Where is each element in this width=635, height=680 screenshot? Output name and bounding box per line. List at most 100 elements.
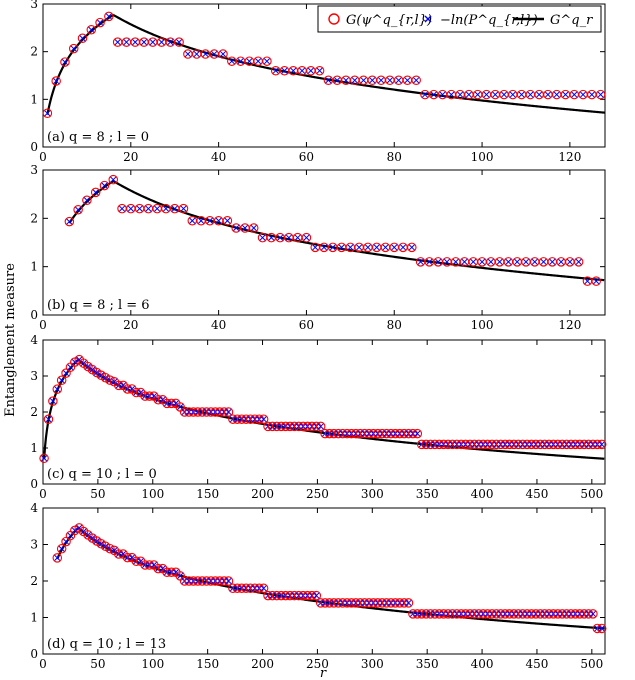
cross-marker <box>176 39 183 46</box>
circle-marker <box>315 421 326 432</box>
cross-marker <box>228 58 235 65</box>
circle-marker <box>99 180 110 191</box>
cross-marker <box>89 366 96 373</box>
panel-label: (c) q = 10 ; l = 0 <box>47 467 157 482</box>
y-tick-label: 3 <box>30 538 38 552</box>
cross-marker <box>76 524 83 531</box>
circle-marker <box>52 553 63 563</box>
legend-label: G^q_r <box>550 13 593 28</box>
cross-marker <box>58 377 65 384</box>
x-tick-label: 50 <box>90 487 105 501</box>
cross-marker <box>92 189 99 196</box>
x-tick-label: 40 <box>211 150 226 164</box>
cross-marker <box>496 258 503 265</box>
cross-marker <box>422 91 428 98</box>
cross-marker <box>373 244 380 251</box>
cross-marker <box>225 409 232 415</box>
cross-marker <box>58 545 65 552</box>
cross-marker <box>589 610 596 617</box>
cross-marker <box>268 234 275 241</box>
axes-frame <box>42 169 606 316</box>
cross-marker <box>391 244 398 251</box>
x-tick-label: 0 <box>39 318 47 332</box>
cross-marker <box>180 205 187 212</box>
x-tick-label: 60 <box>299 150 314 164</box>
cross-marker <box>426 258 433 265</box>
cross-marker <box>448 91 455 98</box>
cross-marker <box>189 217 196 224</box>
x-tick-label: 100 <box>471 150 494 164</box>
circle-marker <box>223 407 234 417</box>
cross-marker <box>98 372 105 379</box>
circle-marker <box>218 49 228 59</box>
circle-marker <box>105 375 115 385</box>
circle-marker <box>573 257 584 267</box>
cross-marker <box>443 258 450 265</box>
circle-marker <box>48 396 58 406</box>
cross-marker <box>562 91 569 98</box>
cross-marker <box>63 538 70 545</box>
cross-marker <box>114 39 121 46</box>
cross-marker <box>509 91 516 98</box>
circle-marker <box>73 204 83 215</box>
cross-marker <box>172 569 179 576</box>
cross-marker <box>255 58 262 65</box>
cross-marker <box>233 225 240 231</box>
cross-marker <box>356 244 363 251</box>
cross-marker <box>334 77 341 84</box>
cross-marker <box>141 39 147 46</box>
circle-marker <box>60 57 70 67</box>
legend: G(ψ^q_{r,l}) −ln(P^q_{r,l}) G^q_r <box>317 5 602 33</box>
cross-marker <box>137 389 144 396</box>
x-axis-label: r <box>320 666 327 680</box>
cross-marker <box>172 400 179 407</box>
y-tick-label: 3 <box>30 369 38 383</box>
cross-marker <box>405 599 412 606</box>
theory-curve-line <box>43 358 605 460</box>
circle-marker <box>56 544 67 554</box>
x-tick-label: 0 <box>39 150 47 164</box>
y-tick-label: 2 <box>30 45 38 59</box>
circle-marker <box>403 598 414 608</box>
cross-marker <box>224 217 231 224</box>
cross-marker <box>71 359 78 366</box>
cross-marker <box>523 258 529 265</box>
cross-marker <box>342 77 349 84</box>
panel-label: (d) q = 10 ; l = 13 <box>47 637 166 652</box>
cross-marker <box>225 578 232 584</box>
cross-marker <box>303 234 310 241</box>
cross-marker <box>338 244 345 251</box>
y-tick-label: 1 <box>30 260 38 274</box>
panel-a: 0 20 40 60 80 100 120 0 1 2 3 (a) q = 8 ; l = 0 <box>30 0 606 164</box>
panel-c: 0 50 100 150 200 250 300 350 400 450 500 0 1 2 3 4 (c) q… <box>30 333 607 501</box>
cross-marker <box>93 538 100 544</box>
cross-marker <box>584 278 591 285</box>
x-tick-label: 500 <box>580 657 603 671</box>
cross-marker <box>465 91 472 98</box>
cross-marker <box>386 77 393 84</box>
cross-marker <box>413 77 420 84</box>
cross-marker <box>171 205 178 212</box>
x-tick-label: 300 <box>361 657 384 671</box>
circle-marker <box>249 223 259 233</box>
cross-marker <box>119 205 125 212</box>
y-tick-label: 4 <box>30 333 38 347</box>
cross-marker <box>470 258 477 265</box>
x-tick-label: 40 <box>211 318 226 332</box>
cross-marker <box>378 77 385 84</box>
cross-marker <box>101 182 108 189</box>
y-tick-label: 2 <box>30 211 38 225</box>
cross-marker <box>49 398 56 405</box>
cross-marker <box>198 217 205 224</box>
cross-marker <box>263 58 270 65</box>
cross-marker <box>63 370 70 377</box>
cross-marker <box>571 91 578 98</box>
circle-marker <box>100 373 111 383</box>
cross-marker <box>88 26 95 33</box>
circle-marker <box>407 242 417 253</box>
legend-label: G(ψ^q_{r,l}) <box>346 13 432 28</box>
x-tick-label: 120 <box>558 318 581 332</box>
cross-marker <box>435 258 442 265</box>
circle-marker <box>411 75 421 86</box>
